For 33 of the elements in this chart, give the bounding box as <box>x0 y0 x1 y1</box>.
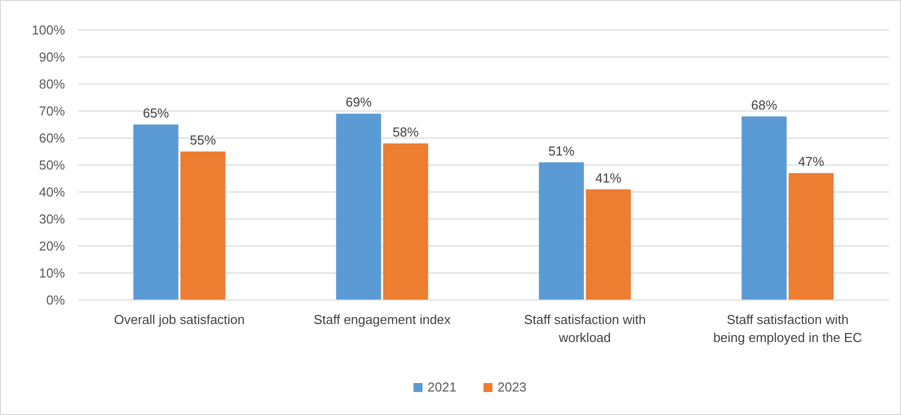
y-tick-label: 70% <box>38 104 66 119</box>
bar <box>742 116 787 300</box>
data-label: 58% <box>392 124 420 140</box>
bar <box>180 152 226 300</box>
data-label: 68% <box>751 97 778 112</box>
y-tick-label: 90% <box>38 50 66 65</box>
bar <box>133 124 178 300</box>
y-tick-label: 100% <box>32 22 66 38</box>
bar <box>538 162 584 300</box>
bar <box>336 114 382 300</box>
legend-label: 2023 <box>498 380 526 395</box>
y-tick-label: 40% <box>38 184 66 200</box>
y-tick-label: 80% <box>38 76 66 92</box>
bar <box>586 189 631 300</box>
x-tick-label: Staff satisfaction with workload <box>524 312 646 345</box>
y-tick-label: 60% <box>38 130 66 146</box>
y-tick-label: 30% <box>38 212 66 227</box>
x-tick-label: Staff satisfaction with being employed in the EC <box>713 312 862 345</box>
data-label: 41% <box>595 170 622 186</box>
data-label: 51% <box>548 143 575 158</box>
legend-label: 2021 <box>428 380 456 395</box>
data-label: 69% <box>346 94 372 110</box>
y-tick-label: 20% <box>38 238 66 254</box>
x-tick-label: Staff engagement index <box>314 312 452 327</box>
y-tick-label: 10% <box>38 266 66 281</box>
data-label: 55% <box>190 132 216 148</box>
data-label: 47% <box>798 154 825 170</box>
y-tick-label: 0% <box>46 292 66 308</box>
bar <box>788 173 834 300</box>
y-tick-label: 50% <box>38 158 66 173</box>
bar <box>383 143 428 300</box>
x-tick-label: Overall job satisfaction <box>114 312 245 327</box>
data-label: 65% <box>142 106 170 120</box>
